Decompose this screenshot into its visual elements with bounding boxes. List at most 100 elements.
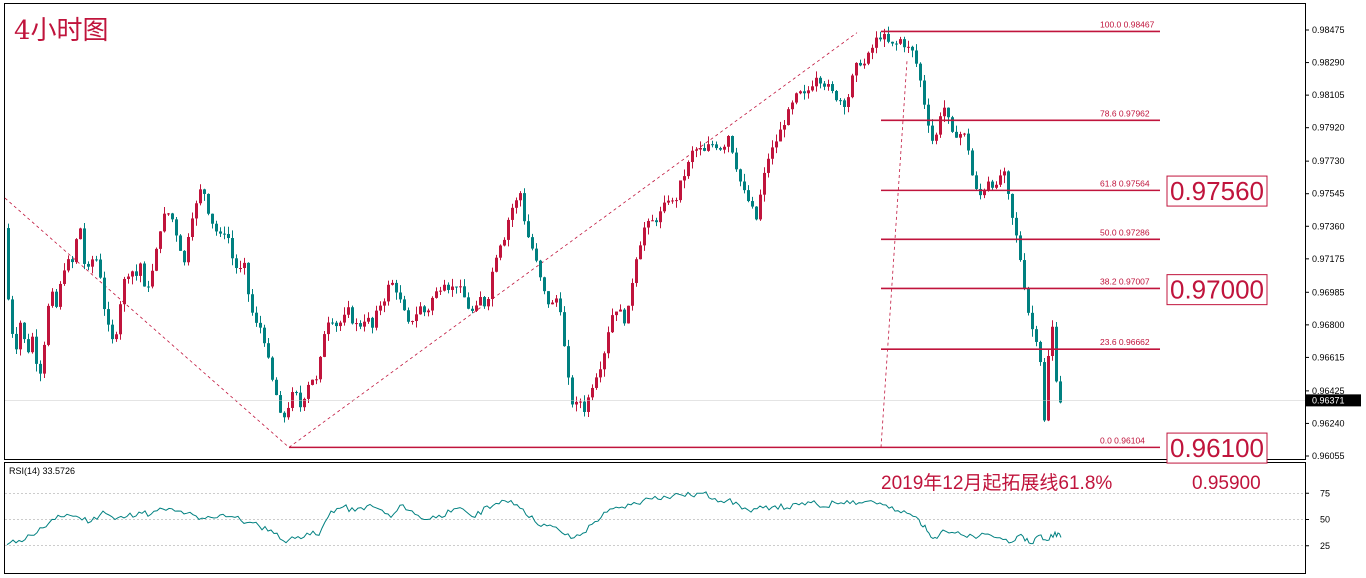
fibonacci-levels: 100.0 0.98467 78.6 0.97962 61.8 0.97564 50.… [289, 19, 1160, 449]
candle-body [63, 270, 66, 284]
candle-body [887, 33, 890, 42]
candle-body [1027, 288, 1030, 313]
candle-body [755, 206, 758, 220]
candle-body [1047, 355, 1050, 421]
candle-body [111, 324, 114, 340]
fib-level-label: 38.2 0.97007 [1100, 276, 1150, 286]
candle-body [1059, 381, 1062, 403]
candle-body [35, 336, 38, 364]
candle-body [523, 193, 526, 222]
candle-body [259, 322, 262, 328]
candle-body [667, 200, 670, 203]
candle-body [715, 144, 718, 149]
candle-body [379, 305, 382, 311]
candle-body [107, 309, 110, 325]
candle-body [811, 86, 814, 91]
candle-body [79, 228, 82, 240]
candle-body [971, 150, 974, 176]
candle-body [895, 43, 898, 45]
candle-body [591, 387, 594, 398]
candle-body [291, 392, 294, 408]
candle-body [859, 62, 862, 66]
candle-body [355, 323, 358, 325]
candle-body [339, 322, 342, 327]
candle-body [447, 284, 450, 290]
candle-body [19, 322, 22, 350]
candle-body [995, 184, 998, 188]
candle-body [527, 221, 530, 238]
candle-body [567, 346, 570, 378]
candle-body [91, 259, 94, 267]
candle-body [579, 401, 582, 403]
candle-body [843, 100, 846, 107]
candle-body [899, 39, 902, 44]
candle-body [643, 227, 646, 246]
candle-body [539, 260, 542, 278]
candle-body [731, 136, 734, 153]
rsi-panel-frame [4, 462, 1306, 574]
fib-level-label: 61.8 0.97564 [1100, 178, 1150, 188]
candle-body [671, 200, 674, 202]
candle-body [171, 213, 174, 220]
candle-body [375, 310, 378, 328]
candle-body [951, 117, 954, 132]
price-tick-label: 0.97545 [1312, 189, 1345, 199]
candle-body [11, 299, 14, 334]
candle-body [431, 297, 434, 311]
fib-level-label: 78.6 0.97962 [1100, 108, 1150, 118]
candle-body [519, 193, 522, 201]
candle-body [627, 305, 630, 324]
candle-body [675, 200, 678, 202]
fib-level-label: 0.0 0.96104 [1100, 435, 1145, 445]
candle-body [255, 312, 258, 323]
candle-body [707, 144, 710, 151]
candle-body [391, 282, 394, 285]
candle-body [315, 379, 318, 381]
price-tick-label: 0.96800 [1312, 320, 1345, 330]
price-tick-label: 0.97360 [1312, 221, 1345, 231]
candle-body [347, 307, 350, 315]
candle-body [227, 233, 230, 239]
candle-body [815, 77, 818, 87]
price-tick-label: 0.98105 [1312, 90, 1345, 100]
candle-body [411, 321, 414, 323]
candle-body [279, 395, 282, 413]
candle-body [131, 271, 134, 277]
candle-body [479, 297, 482, 306]
rsi-indicator: 75 50 25 [5, 488, 1330, 551]
candle-body [207, 193, 210, 214]
candle-body [235, 258, 238, 269]
candle-body [127, 276, 130, 279]
candle-body [747, 190, 750, 202]
candle-body [283, 412, 286, 418]
candle-body [803, 91, 806, 94]
candle-body [903, 39, 906, 48]
candle-body [435, 291, 438, 298]
candle-body [739, 169, 742, 182]
rsi-tick-label: 50 [1320, 515, 1330, 525]
candle-body [543, 277, 546, 292]
candle-body [55, 291, 58, 307]
candle-body [51, 291, 54, 306]
candle-body [631, 283, 634, 306]
candle-body [1035, 329, 1038, 342]
candle-body [515, 200, 518, 208]
candle-body [359, 323, 362, 327]
candle-body [343, 314, 346, 323]
candle-body [663, 202, 666, 212]
candle-body [919, 63, 922, 81]
candle-body [159, 231, 162, 249]
price-tick-label: 0.96055 [1312, 451, 1345, 461]
candle-body [15, 333, 18, 350]
candle-body [395, 282, 398, 293]
candle-body [271, 357, 274, 380]
candle-body [487, 299, 490, 307]
candle-body [831, 84, 834, 91]
candle-body [535, 248, 538, 261]
candle-body [1019, 235, 1022, 261]
candle-body [387, 284, 390, 302]
candle-body [143, 263, 146, 287]
candle-body [879, 37, 882, 40]
candle-body [935, 134, 938, 141]
candle-body [475, 305, 478, 311]
